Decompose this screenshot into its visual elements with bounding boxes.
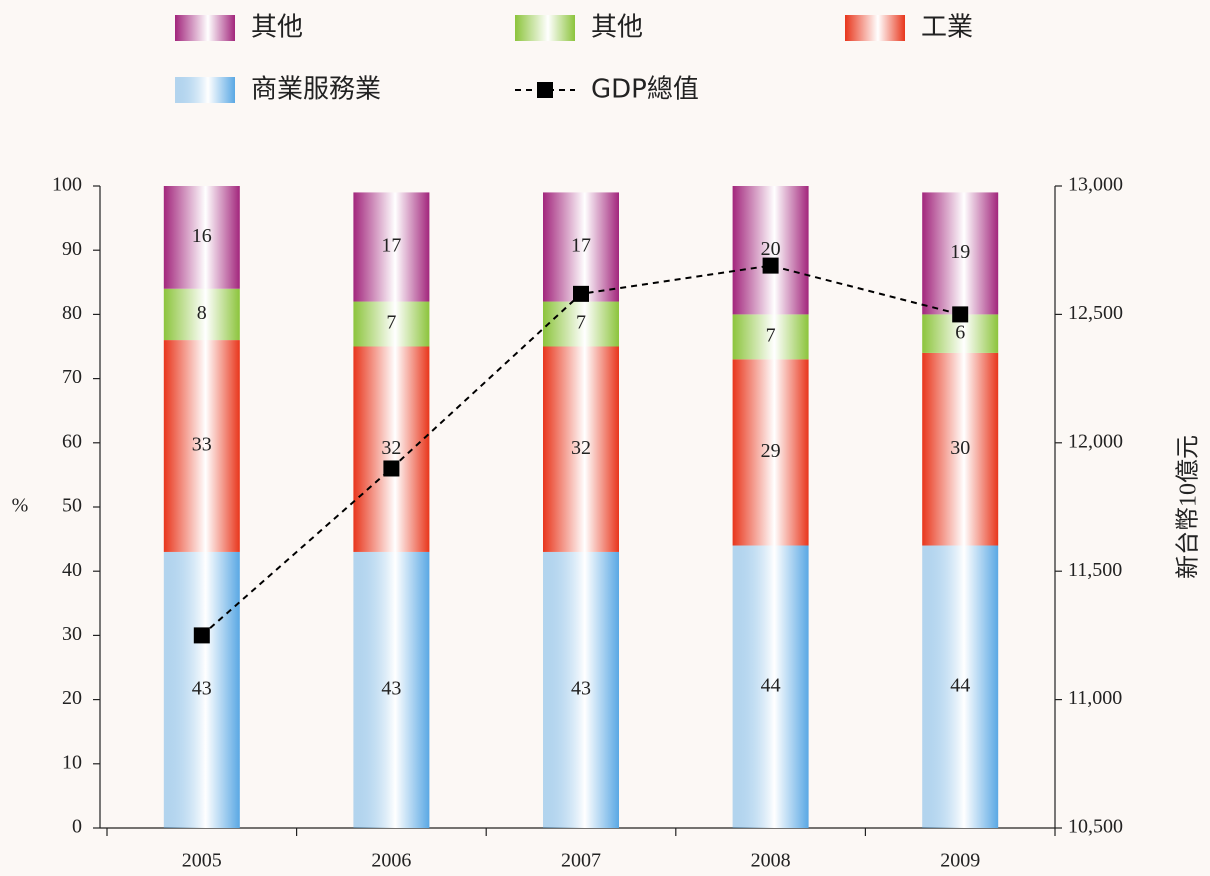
- value-label: 17: [571, 235, 591, 257]
- y2-tick-label: 10,500: [1068, 816, 1123, 838]
- line-marker: [193, 627, 210, 644]
- x-tick-label: 2009: [940, 850, 980, 872]
- value-label: 44: [761, 674, 781, 696]
- y-tick-label: 0: [72, 816, 82, 838]
- line-marker: [762, 257, 779, 274]
- x-tick-label: 2006: [371, 850, 411, 872]
- y-tick-label: 40: [62, 559, 82, 581]
- bar-segment: [732, 186, 809, 315]
- legend-swatch: [845, 15, 905, 41]
- bar-segment: [732, 314, 809, 360]
- y-tick-label: 70: [62, 366, 82, 388]
- x-tick-label: 2007: [561, 850, 601, 872]
- value-label: 29: [761, 440, 781, 462]
- bar-segment: [163, 186, 240, 289]
- y-tick-label: 80: [62, 302, 82, 324]
- bar-segment: [732, 359, 809, 546]
- y-tick-label: 60: [62, 430, 82, 452]
- y2-tick-label: 11,500: [1068, 559, 1122, 581]
- y2-tick-label: 12,000: [1068, 430, 1123, 452]
- y2-axis-label: 新台幣10億元: [1175, 435, 1202, 579]
- bar-segment: [922, 192, 999, 315]
- bar-segment: [732, 545, 809, 828]
- legend-swatch: [515, 15, 575, 41]
- bar-segment: [353, 301, 430, 347]
- bar-segment: [163, 288, 240, 341]
- bar-segment: [163, 340, 240, 552]
- bar-segment: [353, 192, 430, 302]
- bar-segment: [543, 346, 619, 552]
- bar-segment: [163, 551, 240, 828]
- line-marker: [383, 460, 400, 477]
- y2-tick-label: 13,000: [1068, 174, 1123, 196]
- value-label: 43: [192, 678, 212, 700]
- value-label: 7: [766, 324, 776, 346]
- legend-label: 商業服務業: [251, 75, 381, 105]
- line-marker: [952, 306, 969, 323]
- value-label: 32: [381, 437, 401, 459]
- y-axis-label: %: [12, 495, 29, 517]
- value-label: 19: [950, 241, 970, 263]
- y-tick-label: 100: [52, 174, 82, 196]
- legend-swatch: [175, 77, 235, 103]
- bar-segment: [543, 551, 619, 828]
- legend-label: 其他: [591, 13, 643, 43]
- value-label: 8: [197, 302, 207, 324]
- value-label: 20: [761, 238, 781, 260]
- legend-label: 工業: [921, 13, 973, 43]
- y-tick-label: 10: [62, 751, 82, 773]
- bar-segment: [353, 346, 430, 552]
- x-tick-label: 2005: [182, 850, 222, 872]
- bar-segment: [922, 352, 999, 546]
- bar-segment: [922, 545, 999, 828]
- bar-segment: [543, 192, 619, 302]
- value-label: 16: [192, 225, 212, 247]
- value-label: 43: [571, 678, 591, 700]
- bar-segment: [353, 551, 430, 828]
- legend-label: GDP總值: [591, 75, 699, 105]
- value-label: 7: [386, 312, 396, 334]
- value-label: 17: [381, 235, 401, 257]
- line-marker: [573, 285, 589, 302]
- legend-label: 其他: [251, 13, 303, 43]
- value-label: 6: [955, 321, 965, 343]
- value-label: 30: [950, 437, 970, 459]
- value-label: 43: [381, 678, 401, 700]
- x-tick-label: 2008: [751, 850, 791, 872]
- y-tick-label: 30: [62, 623, 82, 645]
- y-tick-label: 90: [62, 238, 82, 260]
- legend-marker: [537, 82, 553, 98]
- legend-swatch: [175, 15, 235, 41]
- y2-tick-label: 12,500: [1068, 302, 1123, 324]
- y2-tick-label: 11,000: [1068, 687, 1122, 709]
- bar-segment: [543, 301, 619, 347]
- y-tick-label: 50: [62, 495, 82, 517]
- value-label: 33: [192, 434, 212, 456]
- value-label: 32: [571, 437, 591, 459]
- value-label: 44: [950, 674, 970, 696]
- y-tick-label: 20: [62, 687, 82, 709]
- value-label: 7: [576, 312, 586, 334]
